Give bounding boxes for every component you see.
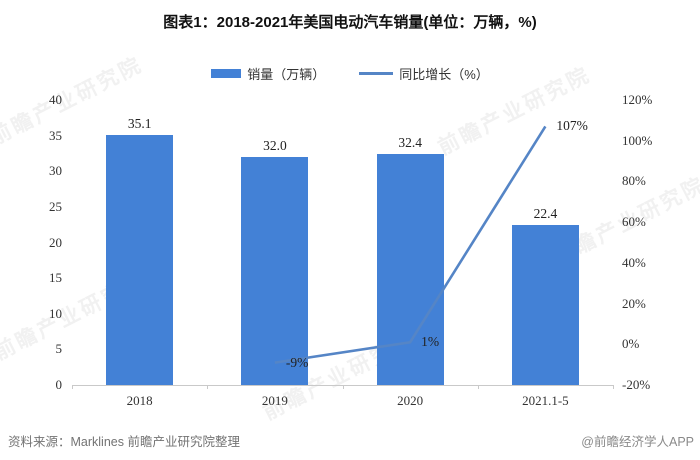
legend: 销量（万辆） 同比增长（%） [0, 64, 700, 83]
bar-value-label: 32.0 [263, 138, 287, 153]
chart-title: 图表1：2018-2021年美国电动汽车销量(单位：万辆，%) [163, 14, 537, 31]
x-axis-tickmark [342, 385, 344, 389]
left-axis-tick-label: 40 [49, 92, 62, 107]
x-axis-tickmark [613, 385, 614, 389]
sales-bar [106, 134, 174, 385]
right-axis-tick-label: 80% [622, 173, 646, 189]
sales-bar [511, 225, 579, 385]
legend-label-growth: 同比增长（%） [399, 67, 489, 82]
left-axis-tick-label: 15 [49, 270, 62, 286]
x-axis-tickmark [72, 385, 73, 389]
left-axis-tick-label: 10 [49, 305, 62, 321]
x-axis-category-label: 2021.1-5 [522, 393, 569, 408]
x-axis-category-label: 2018 [126, 393, 153, 408]
bar-value-label: 32.4 [398, 135, 422, 151]
left-axis-tick-label: 25 [49, 198, 62, 214]
growth-value-label: -9% [285, 354, 309, 370]
x-axis-tickmark [207, 385, 209, 389]
left-axis-tick-label: 5 [55, 341, 63, 357]
right-axis-tick-label: 60% [622, 214, 646, 230]
sales-bar [376, 154, 444, 385]
x-axis-category-label: 2020 [397, 393, 424, 408]
left-axis-tick-label: 30 [49, 163, 62, 179]
bar-value-label: 35.1 [127, 115, 152, 131]
right-axis-tick-label: -20% [622, 377, 651, 392]
left-axis-tick-label: 35 [49, 127, 62, 143]
line-swatch-icon [359, 72, 394, 75]
legend-item-growth: 同比增长（%） [359, 64, 489, 83]
brand-note: @前瞻经济学人APP [581, 435, 694, 449]
legend-item-sales: 销量（万辆） [211, 64, 325, 83]
left-axis-tick-label: 0 [55, 377, 63, 392]
sales-bar [241, 157, 309, 385]
right-axis-tick-label: 0% [622, 336, 640, 352]
left-axis-tick-label: 20 [49, 234, 62, 250]
right-axis-tick-label: 120% [622, 92, 653, 107]
growth-value-label: 1% [421, 334, 440, 350]
growth-value-label: 107% [556, 118, 588, 134]
right-axis-tick-label: 20% [622, 295, 646, 311]
legend-label-sales: 销量（万辆） [247, 67, 326, 82]
x-axis-tickmark [477, 385, 479, 389]
bar-swatch-icon [211, 69, 242, 78]
source-note: 资料来源：Marklines 前瞻产业研究院整理 [8, 435, 240, 449]
bar-value-label: 22.4 [533, 206, 558, 222]
right-axis-tick-label: 40% [622, 254, 646, 270]
right-axis-tick-label: 100% [622, 132, 653, 148]
x-axis-category-label: 2019 [261, 393, 288, 408]
